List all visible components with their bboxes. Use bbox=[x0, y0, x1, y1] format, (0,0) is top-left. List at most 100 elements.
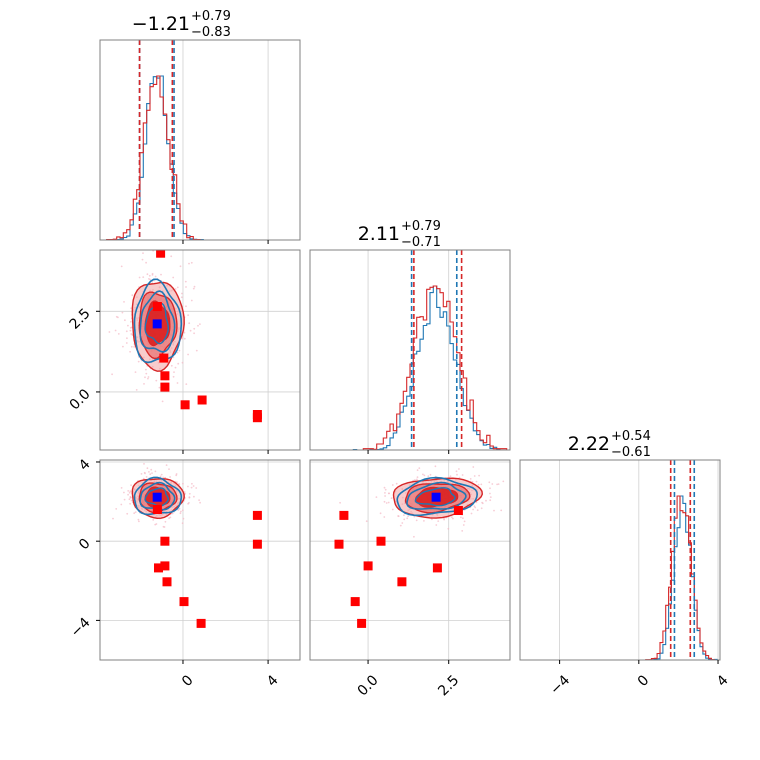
truth-point-square bbox=[152, 302, 162, 311]
panel-title-value: 2.22 bbox=[568, 433, 610, 455]
panel-inner bbox=[310, 460, 510, 660]
sample-point bbox=[401, 522, 404, 524]
y-tick-label: 2.5 bbox=[67, 306, 94, 333]
joint-panel-3 bbox=[309, 459, 511, 664]
sample-point bbox=[187, 353, 190, 356]
sample-point bbox=[115, 508, 118, 510]
sample-point bbox=[176, 286, 179, 289]
sample-point bbox=[155, 379, 158, 382]
sample-point bbox=[129, 490, 132, 493]
histogram-red bbox=[100, 75, 300, 241]
sample-point bbox=[133, 346, 136, 348]
sample-point bbox=[142, 252, 144, 255]
sample-point bbox=[117, 333, 120, 335]
sample-point bbox=[185, 383, 188, 385]
sample-point bbox=[142, 276, 145, 278]
sample-point bbox=[117, 316, 119, 319]
sample-point bbox=[399, 524, 402, 527]
sample-point bbox=[129, 329, 132, 332]
sample-point bbox=[178, 507, 181, 510]
sample-point bbox=[190, 486, 193, 489]
sample-point bbox=[489, 492, 491, 495]
truth-point-square bbox=[350, 597, 360, 607]
truth-point-square bbox=[160, 371, 170, 381]
panels-group: −1.21 +0.79−0.832.11 +0.79−0.712.22 +0.54−0… bbox=[67, 9, 732, 699]
sample-point bbox=[185, 286, 187, 288]
sample-point bbox=[120, 503, 123, 506]
sample-point bbox=[379, 512, 382, 515]
sample-point bbox=[127, 490, 130, 492]
sample-point bbox=[475, 480, 478, 483]
panel-frame bbox=[99, 459, 301, 661]
sample-point bbox=[406, 517, 409, 520]
contour-line-blue-outer bbox=[133, 476, 183, 516]
sample-point bbox=[158, 386, 161, 389]
panel-title-plus: +0.79 bbox=[191, 9, 231, 24]
sample-point bbox=[160, 273, 162, 276]
contour-line-blue-outer bbox=[133, 278, 183, 364]
truth-point-square bbox=[334, 539, 344, 549]
histogram-blue bbox=[100, 75, 300, 241]
contour-line-blue-inner bbox=[414, 487, 456, 507]
sample-point bbox=[179, 512, 182, 515]
sample-point bbox=[447, 527, 450, 530]
panel-title-value: −1.21 bbox=[132, 13, 190, 35]
sample-point bbox=[472, 466, 475, 468]
truth-point-square bbox=[252, 413, 262, 423]
sample-point bbox=[123, 491, 125, 494]
sample-point bbox=[471, 480, 474, 483]
sample-point bbox=[188, 496, 191, 499]
sample-point bbox=[130, 320, 132, 323]
truth-point-square bbox=[159, 353, 169, 363]
sample-point bbox=[152, 519, 155, 521]
sample-point bbox=[140, 473, 143, 475]
contour-line-blue-inner bbox=[144, 487, 170, 507]
truth-point-square bbox=[152, 505, 162, 514]
sample-point bbox=[178, 349, 181, 352]
sample-point bbox=[161, 400, 164, 403]
sample-point bbox=[145, 476, 148, 478]
sample-point bbox=[122, 345, 124, 348]
sample-point bbox=[120, 265, 123, 268]
joint-panel-2: −4 0 4 bbox=[68, 456, 301, 664]
sample-point bbox=[137, 360, 140, 363]
sample-point bbox=[168, 517, 171, 520]
sample-point bbox=[450, 516, 453, 518]
sample-point bbox=[159, 475, 162, 478]
truth-point-square bbox=[196, 618, 206, 628]
truth-point-square bbox=[160, 536, 170, 546]
sample-point bbox=[472, 508, 474, 511]
sample-point bbox=[164, 520, 167, 523]
sample-point bbox=[143, 463, 145, 465]
sample-point bbox=[182, 482, 184, 485]
sample-point bbox=[188, 492, 191, 495]
sample-point bbox=[418, 467, 421, 469]
panel-title-plus: +0.54 bbox=[611, 429, 651, 444]
sample-point bbox=[387, 492, 390, 495]
x-tick-label: −4 bbox=[547, 672, 573, 698]
sample-point bbox=[184, 280, 187, 283]
truth-point-square bbox=[453, 506, 463, 515]
sample-point bbox=[383, 516, 386, 518]
sample-point bbox=[151, 274, 154, 276]
sample-point bbox=[189, 329, 192, 332]
sample-point bbox=[147, 377, 149, 380]
sample-point bbox=[187, 314, 190, 316]
sample-point bbox=[181, 292, 183, 295]
sample-point bbox=[383, 500, 386, 503]
sample-point bbox=[181, 337, 184, 340]
sample-point bbox=[147, 376, 150, 378]
sample-point bbox=[176, 351, 179, 354]
sample-point bbox=[500, 509, 503, 512]
sample-point bbox=[176, 382, 179, 384]
sample-point bbox=[170, 255, 173, 258]
panel-frame bbox=[99, 39, 301, 241]
sample-point bbox=[145, 368, 147, 371]
contour-line-red-outer bbox=[131, 281, 185, 372]
panel-frame bbox=[309, 459, 511, 661]
truth-point-square bbox=[363, 561, 373, 571]
sample-point bbox=[422, 473, 424, 476]
sample-point bbox=[143, 383, 145, 385]
sample-point bbox=[383, 486, 386, 489]
